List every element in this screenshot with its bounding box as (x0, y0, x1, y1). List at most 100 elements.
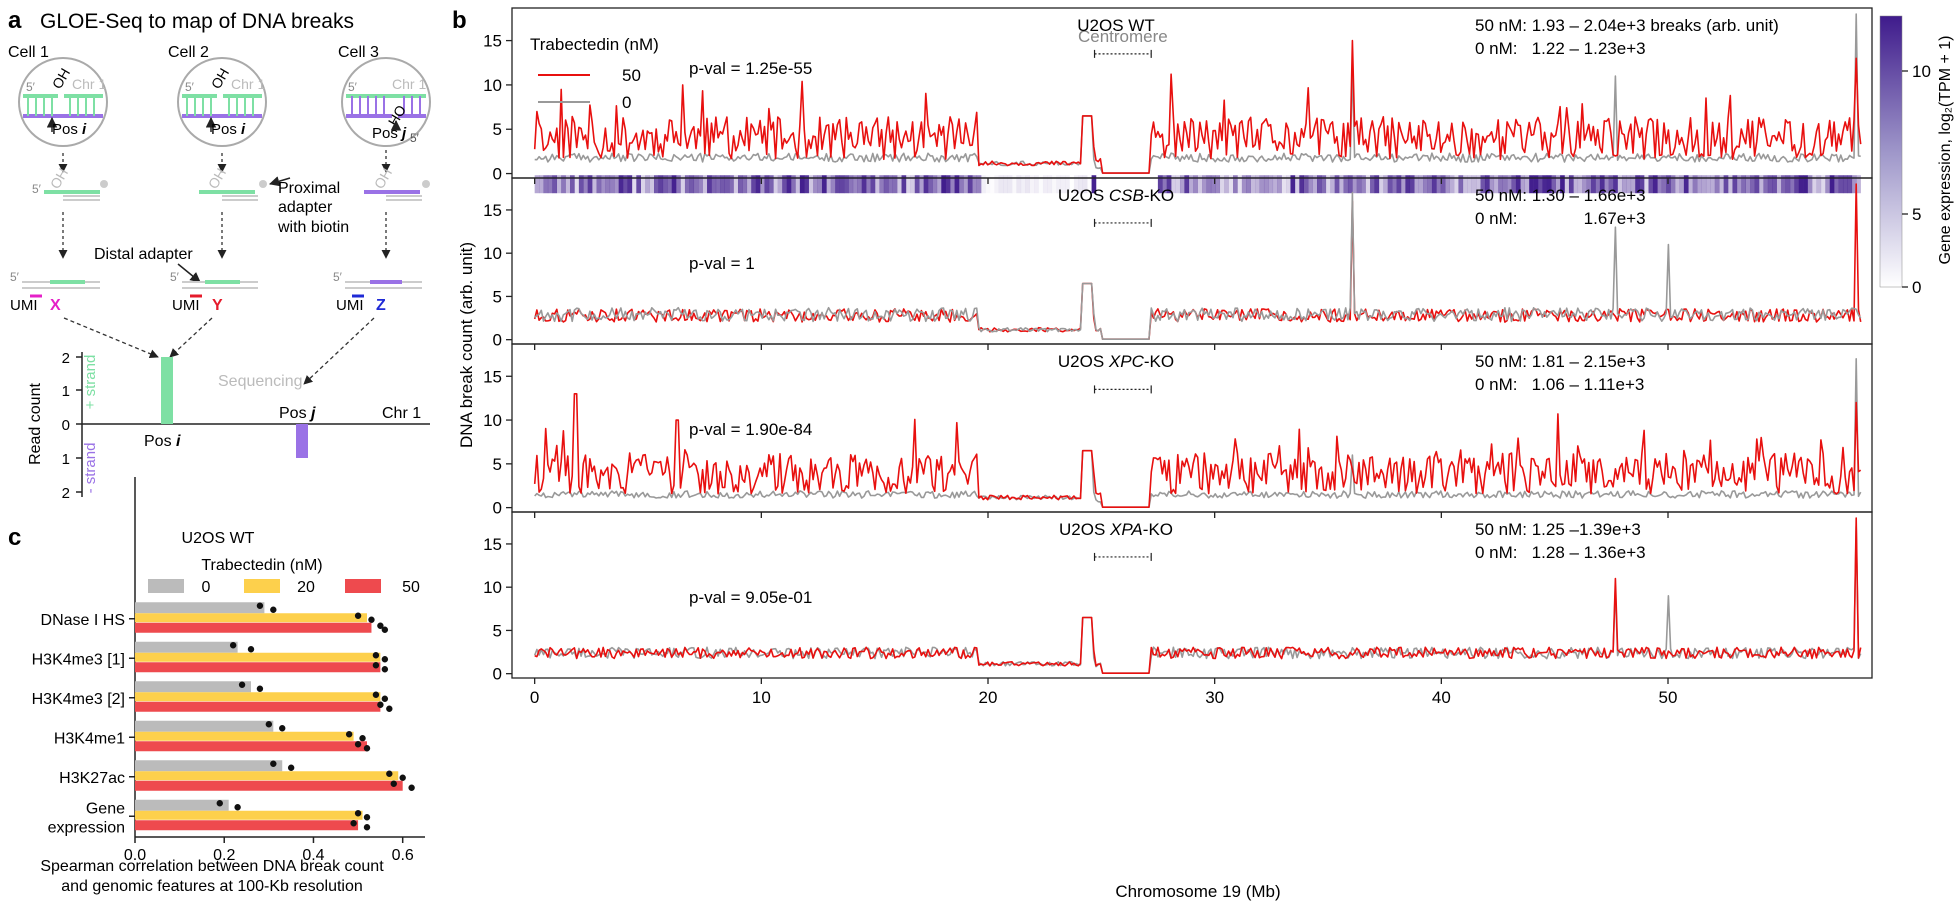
expression-cell (1608, 175, 1614, 194)
expression-cell (556, 175, 562, 194)
expression-cell (1060, 175, 1066, 194)
expression-cell (976, 175, 982, 194)
panel-c: c U2OS WT Trabectedin (nM) 0 20 50 DNase… (8, 477, 425, 895)
read-count-ylabel: Read count (27, 383, 44, 465)
ytick-label: 0 (493, 331, 502, 350)
expression-cell (1246, 175, 1251, 194)
replicate-dot (386, 770, 393, 777)
expression-cell (901, 175, 907, 194)
expression-cell (1325, 175, 1331, 194)
expression-cell (1392, 175, 1397, 194)
expression-cell (698, 175, 703, 194)
expression-cell (1259, 175, 1265, 194)
expression-cell (1834, 175, 1839, 194)
bar-xlabel-line2: and genomic features at 100-Kb resolutio… (61, 878, 363, 895)
oh-label: OH (205, 165, 229, 191)
line-subplot-2: 0 5 10 15 U2OS XPC-KO 50 nM: 1.81 – 2.15e+3 0 … (483, 343, 1873, 518)
expression-cell (795, 175, 801, 194)
title-pre: U2OS (1058, 186, 1109, 205)
expression-cell (1166, 175, 1172, 194)
expression-cell (1228, 175, 1234, 194)
ytick-label: 0 (493, 165, 502, 184)
expression-cell (963, 175, 969, 194)
legend-label-50: 50 (622, 66, 641, 85)
expression-cell (1374, 175, 1380, 194)
replicate-dot (363, 824, 371, 831)
expression-cell (1347, 175, 1353, 194)
expression-cell (1215, 175, 1221, 194)
expression-cell (1781, 175, 1786, 194)
cell-2: Cell 2 5′ OH Chr 1 Pos i (168, 44, 267, 147)
expression-cell (570, 175, 575, 194)
expression-cell (914, 175, 920, 194)
expression-cell (1767, 175, 1773, 194)
expression-cell (1356, 175, 1362, 194)
bar-50-2 (135, 701, 381, 712)
expression-cell (1361, 175, 1366, 194)
expression-cell (680, 175, 686, 194)
minus-strand-label: - strand (82, 443, 99, 494)
expression-cell (737, 175, 743, 194)
replicate-dot (216, 800, 223, 807)
expression-cell (1250, 175, 1256, 194)
expression-cell (561, 175, 566, 194)
subplot-title: U2OS WT (1077, 16, 1154, 35)
replicate-dot (363, 745, 371, 752)
expression-cell (821, 175, 827, 194)
expression-cell (715, 175, 721, 194)
ytick-label: 0 (493, 665, 502, 684)
legend-label-20: 20 (297, 579, 315, 596)
series-50-line (533, 39, 1862, 174)
colorbar: 0 5 10 Gene expression, log₂(TPM + 1) (1879, 15, 1954, 297)
bar-0-0 (135, 602, 265, 614)
expression-cell (1798, 175, 1804, 194)
series-0-line (534, 358, 1862, 508)
expression-cell (1476, 175, 1481, 194)
expression-cell (1820, 175, 1826, 194)
expression-cell (1515, 175, 1521, 194)
stat-0nm: 0 nM: 1.67e+3 (1475, 209, 1646, 228)
expression-cell (711, 175, 717, 194)
expression-cell (1675, 175, 1680, 194)
expression-cell (605, 175, 611, 194)
prime-5-label: 5′ (185, 80, 195, 94)
expression-cell (768, 175, 774, 194)
expression-cell (897, 175, 902, 194)
read-bar-pos-i (161, 357, 173, 424)
expression-cell (1644, 175, 1649, 194)
proximal-adapter-stage: 5′ OH OH OH Proximal adapter with biotin (32, 165, 430, 236)
line-legend: Trabectedin (nM) 50 0 (530, 35, 659, 112)
expression-cell (1626, 175, 1632, 194)
stat-50nm: 50 nM: 1.25 –1.39e+3 (1475, 520, 1641, 539)
read-bar-pos-j (296, 424, 308, 458)
expression-cell (826, 175, 832, 194)
expression-cell (1705, 175, 1711, 194)
bar-category-label: H3K4me3 [1] (32, 651, 125, 668)
expression-cell (1701, 175, 1707, 194)
expression-cell (1692, 175, 1698, 194)
bar-legend-title: Trabectedin (nM) (201, 557, 322, 574)
expression-cell (1462, 175, 1468, 194)
expression-cell (1639, 175, 1645, 194)
expression-cell (547, 175, 553, 194)
expression-cell (1193, 175, 1198, 194)
umi-label: UMI (10, 297, 38, 314)
expression-cell (1025, 175, 1030, 194)
replicate-dot (399, 774, 406, 781)
expression-cell (1604, 175, 1609, 194)
bar-category-label: H3K27ac (59, 770, 125, 787)
expression-cell (857, 175, 862, 194)
ytick: 1 (62, 383, 70, 400)
expression-cell (1065, 175, 1070, 194)
expression-cell (1807, 175, 1813, 194)
expression-cell (1387, 175, 1393, 194)
read-count-axes: 2 1 0 1 2 Read count + strand - strand P… (27, 350, 430, 502)
pos-i-label: Pos i (211, 121, 246, 138)
expression-cell (1617, 175, 1623, 194)
expression-cell (1812, 175, 1817, 194)
expression-cell (1498, 175, 1503, 194)
ytick-label: 0 (493, 499, 502, 518)
bar-category-label: expression (48, 819, 125, 836)
title-italic: XPA (1109, 520, 1143, 539)
expression-cell (1568, 175, 1574, 194)
